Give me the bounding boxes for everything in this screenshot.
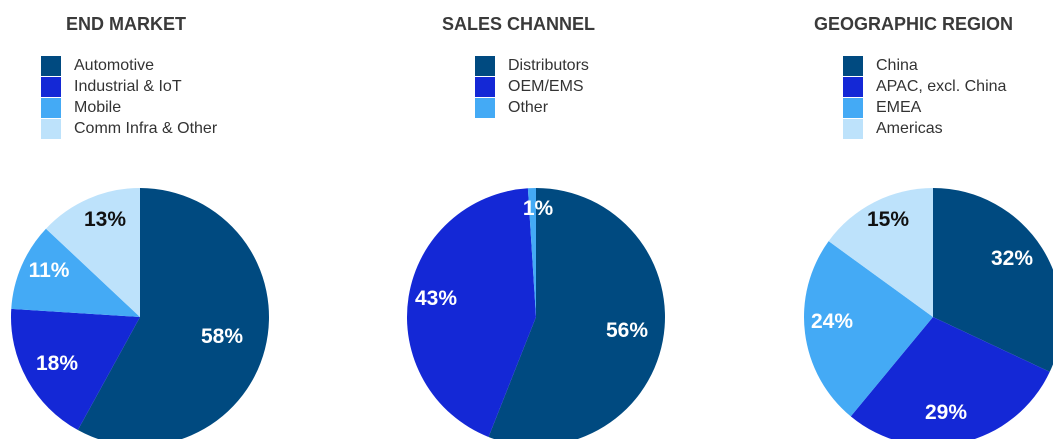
legend-swatch [843,76,863,97]
legend-item: Other [475,97,589,118]
legend-label: China [876,56,918,74]
legend-swatch [843,118,863,139]
data-label-china: 32% [991,247,1033,270]
legend-item: Mobile [41,97,217,118]
legend-item: Comm Infra & Other [41,118,217,139]
legend-item: EMEA [843,97,1006,118]
legend: China APAC, excl. China EMEA Americas [843,55,1006,139]
geographic-region-panel: GEOGRAPHIC REGION China APAC, excl. Chin… [800,0,1053,439]
pie-slice-comm-infra-other [45,188,140,317]
chart-title: SALES CHANNEL [442,14,596,34]
pie-slice-mobile [11,228,140,317]
data-label-distributors: 56% [606,319,648,342]
legend-label: OEM/EMS [508,77,584,95]
sales-channel-panel: SALES CHANNEL Distributors OEM/EMS Other [400,0,700,439]
pie-slice-china [933,188,1053,372]
legend-label: Mobile [74,98,122,116]
legend-label: APAC, excl. China [876,77,1007,95]
data-label-other: 1% [523,197,554,220]
legend-swatch [475,97,495,118]
legend-swatch [475,76,495,97]
chart-title: END MARKET [66,14,186,34]
legend-item: OEM/EMS [475,76,589,97]
legend-swatch [41,55,61,76]
pie-slice-oem-ems [406,188,536,437]
legend: Distributors OEM/EMS Other [475,55,589,118]
legend: Automotive Industrial & IoT Mobile Comm … [41,55,217,139]
legend-item: APAC, excl. China [843,76,1006,97]
pie-slice-other [527,187,536,317]
data-label-emea: 24% [811,310,853,333]
legend-label: Other [508,98,549,116]
data-label-comm-infra-other: 13% [84,208,126,231]
data-label-automotive: 58% [201,325,243,348]
legend-item: Automotive [41,55,217,76]
pie-slice-automotive [77,188,269,439]
legend-label: Americas [876,119,943,137]
legend-label: Comm Infra & Other [74,119,218,137]
pie-slice-apac-excl-china [850,317,1050,439]
legend-item: China [843,55,1006,76]
legend-swatch [41,97,61,118]
pie-slice-americas [828,188,933,317]
legend-label: Industrial & IoT [74,77,182,95]
legend-label: EMEA [876,98,922,116]
pie-slice-distributors [488,188,665,439]
end-market-panel: END MARKET Automotive Industrial & IoT M… [0,0,300,439]
data-label-apac-excl-china: 29% [925,401,967,424]
legend-item: Distributors [475,55,589,76]
data-label-oem-ems: 43% [415,287,457,310]
legend-swatch [843,55,863,76]
legend-item: Americas [843,118,1006,139]
pie-slice-emea [804,241,933,417]
data-label-americas: 15% [867,208,909,231]
legend-item: Industrial & IoT [41,76,217,97]
pie-slice-industrial-iot [10,308,141,431]
chart-title: GEOGRAPHIC REGION [814,14,1014,34]
data-label-industrial-iot: 18% [36,352,78,375]
data-label-mobile: 11% [29,259,70,282]
legend-swatch [41,76,61,97]
legend-label: Distributors [508,56,589,74]
legend-swatch [475,55,495,76]
legend-swatch [41,118,61,139]
legend-swatch [843,97,863,118]
legend-label: Automotive [74,56,155,74]
